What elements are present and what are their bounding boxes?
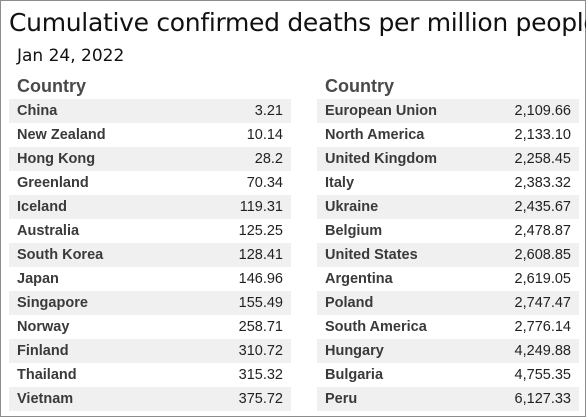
country-cell: Hungary <box>317 339 485 363</box>
value-cell: 310.72 <box>187 339 291 363</box>
value-cell: 2,619.05 <box>484 267 579 291</box>
value-cell: 146.96 <box>187 267 291 291</box>
country-cell: Iceland <box>9 195 188 219</box>
table-row: Peru 6,127.33 <box>317 387 579 411</box>
table-row: Thailand 315.32 <box>9 363 291 387</box>
table-row: United States 2,608.85 <box>317 243 579 267</box>
country-cell: United Kingdom <box>317 147 485 171</box>
table-row: Japan 146.96 <box>9 267 291 291</box>
value-cell: 2,478.87 <box>484 219 579 243</box>
country-cell: Australia <box>9 219 188 243</box>
table-row: United Kingdom 2,258.45 <box>317 147 579 171</box>
value-cell: 10.14 <box>187 123 291 147</box>
country-cell: Vietnam <box>9 387 188 411</box>
value-cell: 2,133.10 <box>484 123 579 147</box>
table-row: Hong Kong 28.2 <box>9 147 291 171</box>
country-cell: Thailand <box>9 363 188 387</box>
table-row: South America 2,776.14 <box>317 315 579 339</box>
table-body-left: China 3.21 New Zealand 10.14 Hong Kong 28.2 Gr… <box>9 99 291 411</box>
value-cell: 28.2 <box>187 147 291 171</box>
header-row: Country <box>9 73 291 99</box>
country-cell: United States <box>317 243 485 267</box>
table-row: New Zealand 10.14 <box>9 123 291 147</box>
country-cell: Japan <box>9 267 188 291</box>
country-cell: North America <box>317 123 485 147</box>
value-cell: 3.21 <box>187 99 291 123</box>
country-cell: Norway <box>9 315 188 339</box>
table-row: Iceland 119.31 <box>9 195 291 219</box>
country-cell: Greenland <box>9 171 188 195</box>
value-cell: 258.71 <box>187 315 291 339</box>
table-left: Country China 3.21 New Zealand 10.14 Hong Ko… <box>9 73 291 411</box>
table-row: North America 2,133.10 <box>317 123 579 147</box>
column-header-value[interactable] <box>484 73 579 99</box>
table-body-right: European Union 2,109.66 North America 2,133… <box>317 99 579 411</box>
table-row: European Union 2,109.66 <box>317 99 579 123</box>
country-cell: Belgium <box>317 219 485 243</box>
value-cell: 2,109.66 <box>484 99 579 123</box>
value-cell: 2,435.67 <box>484 195 579 219</box>
country-cell: Poland <box>317 291 485 315</box>
value-cell: 6,127.33 <box>484 387 579 411</box>
value-cell: 4,249.88 <box>484 339 579 363</box>
country-cell: Finland <box>9 339 188 363</box>
value-cell: 4,755.35 <box>484 363 579 387</box>
table-row: Poland 2,747.47 <box>317 291 579 315</box>
table-row: Italy 2,383.32 <box>317 171 579 195</box>
table-row: China 3.21 <box>9 99 291 123</box>
table-row: South Korea 128.41 <box>9 243 291 267</box>
table-row: Norway 258.71 <box>9 315 291 339</box>
table-row: Singapore 155.49 <box>9 291 291 315</box>
country-cell: Peru <box>317 387 485 411</box>
table-row: Greenland 70.34 <box>9 171 291 195</box>
country-cell: Argentina <box>317 267 485 291</box>
column-header-country[interactable]: Country <box>17 75 86 96</box>
chart-title: Cumulative confirmed deaths per million … <box>9 8 586 37</box>
table-row: Ukraine 2,435.67 <box>317 195 579 219</box>
value-cell: 155.49 <box>187 291 291 315</box>
country-cell: Bulgaria <box>317 363 485 387</box>
country-cell: Singapore <box>9 291 188 315</box>
value-cell: 375.72 <box>187 387 291 411</box>
value-cell: 128.41 <box>187 243 291 267</box>
value-cell: 2,383.32 <box>484 171 579 195</box>
table-row: Belgium 2,478.87 <box>317 219 579 243</box>
country-cell: European Union <box>317 99 485 123</box>
table-right: Country European Union 2,109.66 North Amer… <box>317 73 579 411</box>
value-cell: 2,747.47 <box>484 291 579 315</box>
country-cell: Italy <box>317 171 485 195</box>
table-row: Argentina 2,619.05 <box>317 267 579 291</box>
country-cell: Hong Kong <box>9 147 188 171</box>
country-cell: Ukraine <box>317 195 485 219</box>
column-header-country[interactable]: Country <box>325 75 394 96</box>
value-cell: 2,258.45 <box>484 147 579 171</box>
table-row: Hungary 4,249.88 <box>317 339 579 363</box>
table-row: Australia 125.25 <box>9 219 291 243</box>
chart-date: Jan 24, 2022 <box>17 46 125 66</box>
value-cell: 119.31 <box>187 195 291 219</box>
table-row: Vietnam 375.72 <box>9 387 291 411</box>
table-row: Finland 310.72 <box>9 339 291 363</box>
country-cell: China <box>9 99 188 123</box>
column-header-value[interactable] <box>188 73 291 99</box>
table-row: Bulgaria 4,755.35 <box>317 363 579 387</box>
country-cell: New Zealand <box>9 123 188 147</box>
value-cell: 315.32 <box>187 363 291 387</box>
value-cell: 2,776.14 <box>484 315 579 339</box>
value-cell: 70.34 <box>187 171 291 195</box>
header-row: Country <box>317 73 579 99</box>
country-cell: South Korea <box>9 243 188 267</box>
country-cell: South America <box>317 315 485 339</box>
value-cell: 125.25 <box>187 219 291 243</box>
value-cell: 2,608.85 <box>484 243 579 267</box>
